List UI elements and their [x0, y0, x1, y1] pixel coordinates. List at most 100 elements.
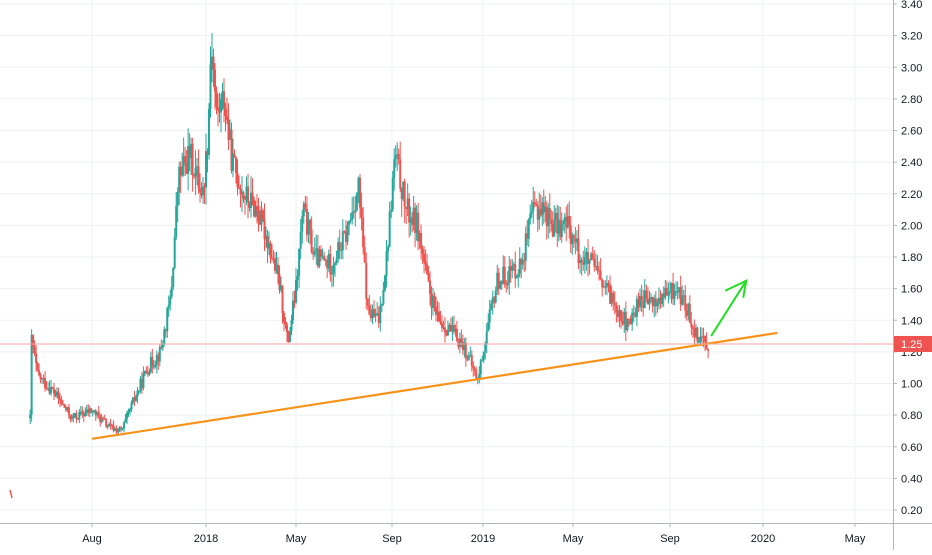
candle-body	[572, 235, 575, 239]
candle	[221, 82, 224, 111]
candle	[224, 102, 227, 132]
candle-body	[48, 388, 51, 394]
candle-body	[124, 418, 127, 423]
candle	[429, 271, 432, 306]
candle	[335, 250, 338, 266]
candle	[515, 274, 518, 279]
candle	[624, 301, 627, 341]
candle-body	[451, 324, 454, 332]
candle-body	[432, 295, 435, 308]
candle	[520, 257, 523, 279]
candle	[326, 255, 329, 279]
x-tick-label: Aug	[82, 533, 102, 545]
candle-body	[199, 188, 202, 193]
candle-body	[618, 309, 621, 317]
candle-body	[554, 213, 557, 220]
candle-body	[232, 153, 234, 171]
candle	[563, 213, 566, 234]
candle-body	[257, 210, 260, 222]
candle-body	[355, 193, 358, 211]
candle-body	[103, 418, 106, 420]
candle	[490, 300, 493, 311]
candle-body	[659, 297, 662, 305]
candle-body	[521, 260, 524, 265]
candle	[93, 409, 96, 414]
candle	[239, 184, 242, 208]
candle	[623, 307, 626, 333]
candle	[236, 159, 239, 196]
bullish-arrow-shaft	[710, 280, 748, 337]
candle-body	[426, 264, 429, 274]
candle	[512, 261, 515, 271]
candle	[55, 387, 58, 399]
candle	[572, 233, 575, 248]
candle	[316, 234, 319, 269]
candle-body	[178, 166, 181, 193]
candle-body	[699, 336, 702, 342]
candle	[289, 327, 291, 343]
candle-body	[185, 162, 188, 174]
candle	[586, 239, 589, 277]
candle	[661, 292, 664, 308]
candle	[427, 265, 430, 283]
candle	[360, 192, 363, 231]
candle-body	[191, 143, 194, 175]
candle-body	[556, 213, 559, 234]
candle	[196, 158, 199, 185]
candle-body	[585, 252, 588, 257]
candle	[44, 371, 47, 392]
candle	[66, 406, 69, 413]
candle-body	[129, 409, 131, 412]
candle	[35, 344, 38, 372]
candle-body	[635, 298, 638, 317]
candle-body	[571, 235, 574, 244]
candle-body	[382, 289, 385, 304]
candle	[215, 86, 218, 115]
candle-body	[371, 309, 374, 319]
candle	[178, 161, 181, 205]
candle-body	[175, 205, 178, 237]
candle-body	[424, 262, 427, 265]
candle	[248, 201, 251, 212]
candle-body	[102, 417, 105, 419]
candle-body	[577, 238, 580, 264]
candle-body	[290, 320, 293, 332]
candle-body	[616, 312, 619, 317]
candle	[100, 414, 103, 424]
candle-body	[217, 107, 219, 111]
candle-body	[403, 181, 406, 208]
candle	[452, 315, 455, 335]
candle	[187, 128, 190, 191]
candle-body	[684, 295, 687, 311]
candle	[357, 176, 360, 204]
candle	[385, 240, 388, 288]
candle-body	[206, 151, 209, 155]
candle	[327, 249, 330, 272]
candle	[379, 296, 382, 332]
candle	[244, 195, 246, 215]
candle-body	[421, 248, 424, 254]
candle-body	[230, 129, 233, 171]
candle	[374, 308, 377, 323]
candle	[205, 133, 207, 205]
candle-body	[508, 266, 511, 283]
candle	[318, 245, 321, 269]
y-tick-label: 3.40	[901, 0, 922, 11]
support-trendline	[91, 331, 778, 440]
candle-body	[149, 357, 152, 372]
candle-body	[694, 327, 697, 337]
candle-body	[275, 264, 278, 271]
candle-body	[566, 216, 569, 228]
candle	[127, 408, 130, 417]
candle	[287, 330, 290, 343]
candle	[140, 371, 143, 395]
candle-body	[452, 324, 455, 332]
candle	[151, 348, 154, 374]
candle-body	[76, 418, 79, 420]
candle	[598, 261, 601, 281]
candle	[553, 204, 556, 238]
candle	[685, 303, 688, 321]
candle-body	[532, 202, 535, 212]
candle	[163, 326, 166, 347]
candle-body	[47, 388, 50, 390]
